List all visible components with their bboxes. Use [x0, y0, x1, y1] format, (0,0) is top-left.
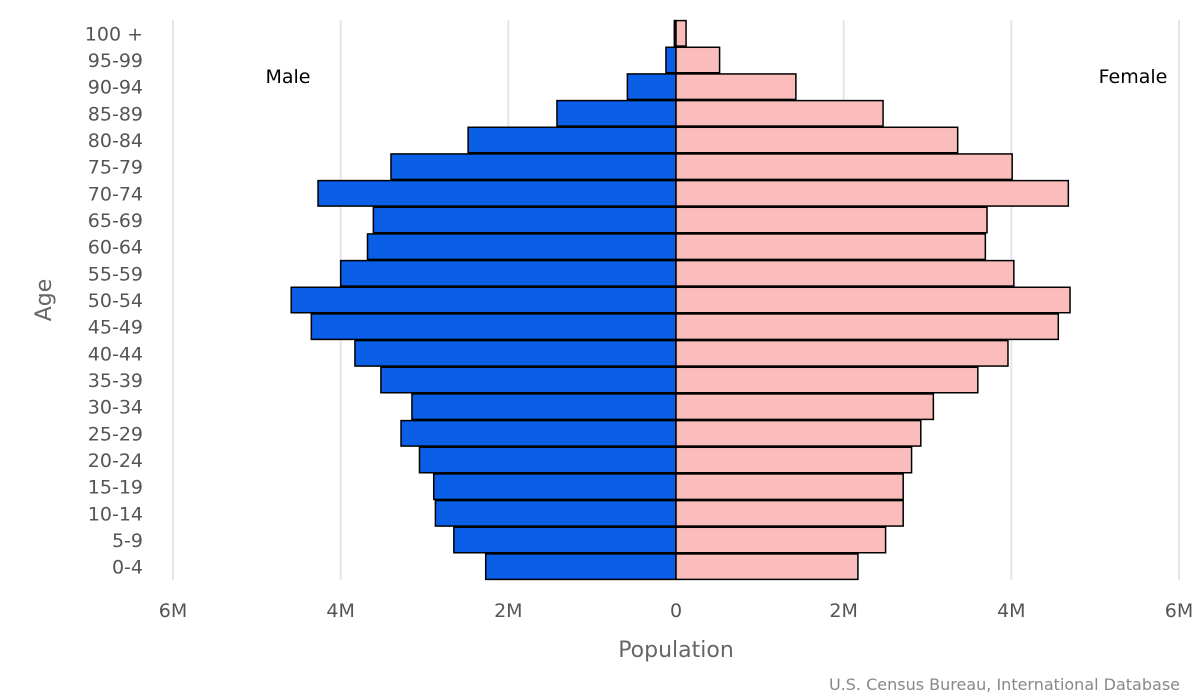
bar-male-65to69: [372, 206, 677, 234]
bar-male-20to24: [418, 446, 677, 474]
y-tick-label: 60-64: [88, 237, 143, 259]
bar-female-35to39: [675, 366, 979, 394]
y-tick-label: 70-74: [88, 183, 143, 205]
y-tick-label: 0-4: [112, 557, 143, 579]
bar-female-80to84: [675, 126, 959, 154]
bar-female-15to19: [675, 473, 904, 501]
y-axis-title: Age: [32, 279, 57, 322]
bar-female-75to79: [675, 153, 1013, 181]
bar-male-10to14: [434, 499, 677, 527]
y-tick-label: 50-54: [88, 290, 143, 312]
bar-female-65to69: [675, 206, 988, 234]
bar-male-70to74: [317, 179, 677, 207]
bar-female-5to9: [675, 526, 887, 554]
bar-female-20to24: [675, 446, 913, 474]
x-tick-label: 4M: [326, 600, 354, 622]
bar-male-60to64: [366, 233, 677, 261]
bar-male-0to4: [484, 553, 677, 581]
bar-female-40to44: [675, 339, 1009, 367]
bar-male-35to39: [380, 366, 677, 394]
bar-female-100: [675, 19, 687, 47]
bar-female-25to29: [675, 419, 922, 447]
bar-female-85to89: [675, 99, 884, 127]
x-axis-title: Population: [618, 638, 734, 663]
bar-female-70to74: [675, 179, 1070, 207]
y-tick-label: 40-44: [88, 343, 143, 365]
bar-male-15to19: [432, 473, 677, 501]
y-tick-label: 100 +: [85, 23, 143, 45]
y-tick-label: 30-34: [88, 397, 143, 419]
bar-female-55to59: [675, 259, 1015, 287]
bar-male-75to79: [390, 153, 677, 181]
female-label: Female: [1099, 66, 1168, 88]
x-tick-label: 6M: [1165, 600, 1193, 622]
y-tick-label: 10-14: [88, 503, 143, 525]
y-tick-label: 95-99: [88, 50, 143, 72]
y-tick-label: 80-84: [88, 130, 143, 152]
source-credit: U.S. Census Bureau, International Databa…: [829, 675, 1180, 694]
bar-female-60to64: [675, 233, 987, 261]
y-tick-label: 90-94: [88, 77, 143, 99]
x-tick-label: 4M: [997, 600, 1025, 622]
bar-male-45to49: [310, 313, 677, 341]
bar-female-50to54: [675, 286, 1071, 314]
bar-male-40to44: [354, 339, 677, 367]
x-tick-label: 0: [670, 600, 682, 622]
bar-male-95to99: [665, 46, 677, 74]
bar-female-30to34: [675, 393, 935, 421]
bar-male-30to34: [411, 393, 677, 421]
bar-female-95to99: [675, 46, 721, 74]
y-tick-label: 65-69: [88, 210, 143, 232]
bar-female-90to94: [675, 73, 797, 101]
y-tick-label: 15-19: [88, 477, 143, 499]
bars: [290, 19, 1071, 581]
y-tick-label: 5-9: [112, 530, 143, 552]
y-axis-tick-labels: 100 + 95-99 90-94 85-89 80-84 75-79 70-74 65-69…: [85, 23, 143, 578]
bar-female-10to14: [675, 499, 904, 527]
x-tick-label: 2M: [829, 600, 857, 622]
y-tick-label: 20-24: [88, 450, 143, 472]
y-tick-label: 55-59: [88, 263, 143, 285]
bar-male-25to29: [400, 419, 677, 447]
bar-male-50to54: [290, 286, 677, 314]
bar-male-55to59: [339, 259, 677, 287]
y-tick-label: 35-39: [88, 370, 143, 392]
bar-male-80to84: [467, 126, 677, 154]
y-tick-label: 25-29: [88, 423, 143, 445]
bar-male-90to94: [626, 73, 677, 101]
male-label: Male: [265, 66, 310, 88]
y-tick-label: 75-79: [88, 157, 143, 179]
x-tick-label: 2M: [494, 600, 522, 622]
y-tick-label: 45-49: [88, 317, 143, 339]
bar-male-85to89: [556, 99, 677, 127]
bar-male-5to9: [453, 526, 677, 554]
x-axis-tick-labels: 6M 4M 2M 0 2M 4M 6M: [159, 600, 1193, 622]
bar-female-45to49: [675, 313, 1060, 341]
x-tick-label: 6M: [159, 600, 187, 622]
y-tick-label: 85-89: [88, 103, 143, 125]
bar-female-0to4: [675, 553, 859, 581]
